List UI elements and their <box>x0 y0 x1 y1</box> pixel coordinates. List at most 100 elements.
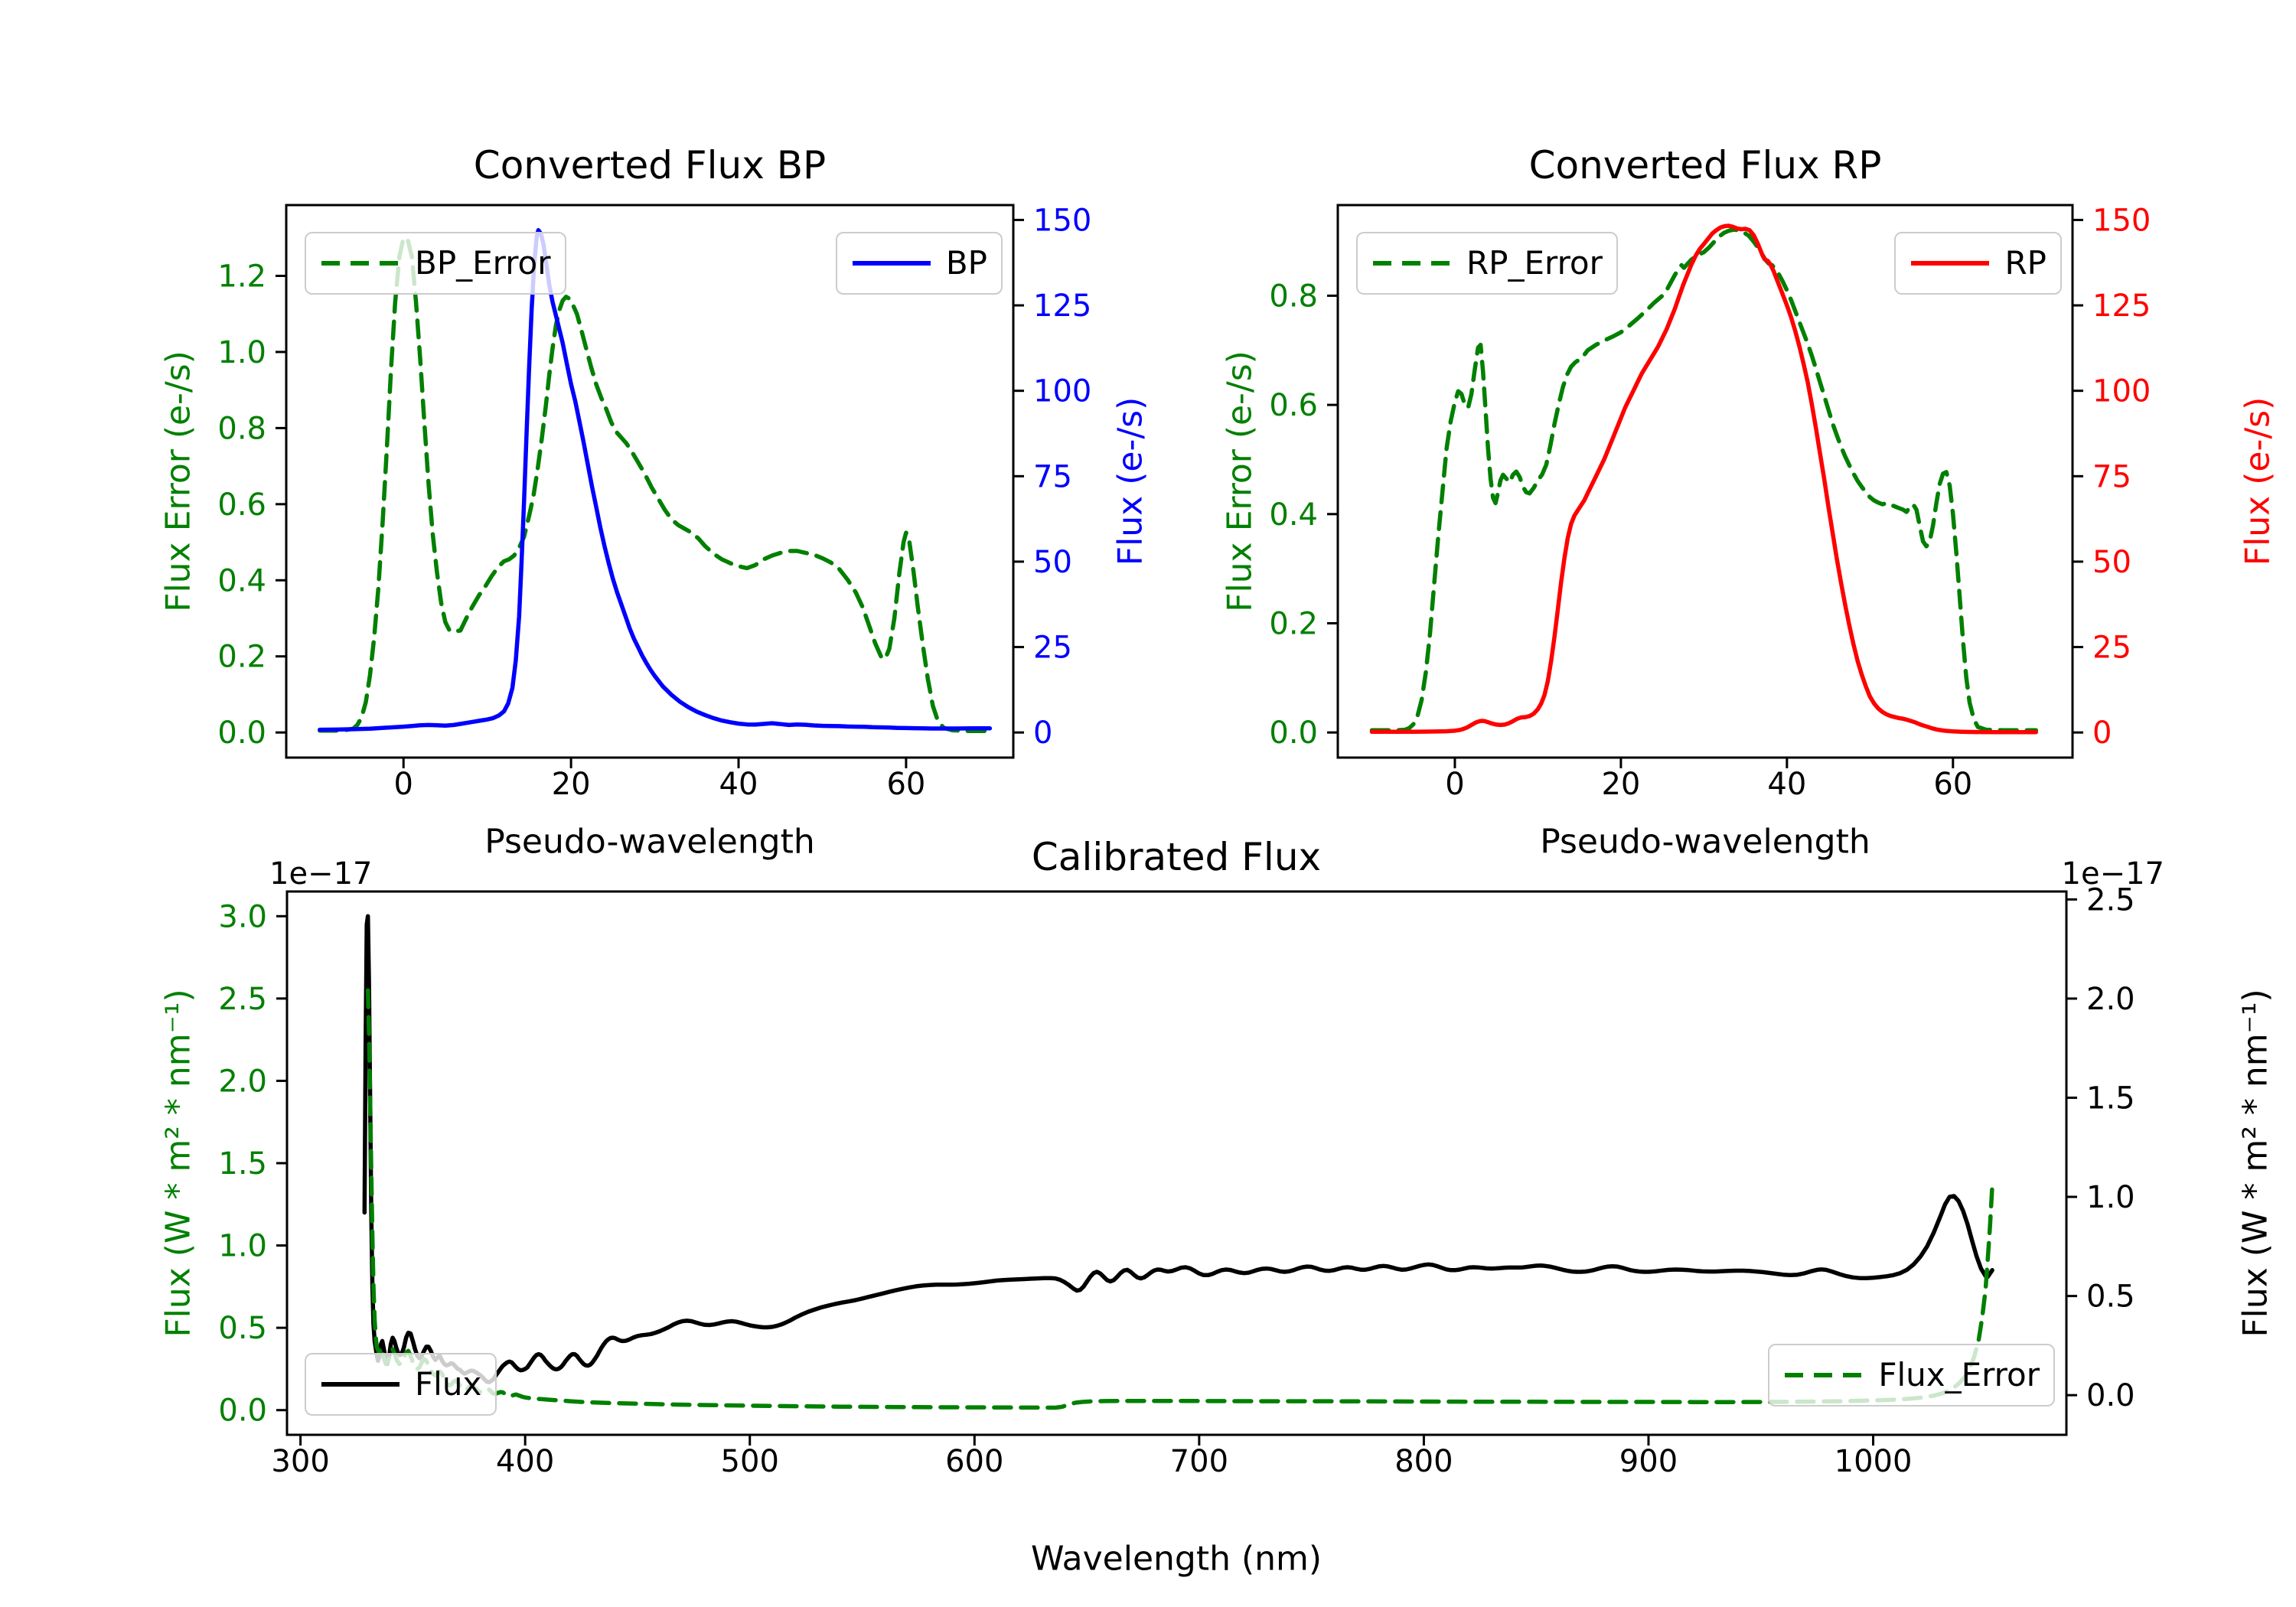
x-tick-label: 400 <box>496 1444 554 1479</box>
left-tick-label: 0.0 <box>1269 715 1318 751</box>
left-tick-label: 0.0 <box>218 1393 267 1429</box>
x-tick-label: 20 <box>552 767 591 802</box>
right-tick-label: 1.0 <box>2086 1180 2135 1215</box>
right-tick-label: 0.0 <box>2086 1378 2135 1413</box>
x-tick-label: 0 <box>393 767 413 802</box>
xlabel-rp: Pseudo-wavelength <box>1540 822 1870 862</box>
axes-spines-plot-0 <box>285 204 1015 759</box>
right-tick-label: 25 <box>2092 631 2131 666</box>
left-tick-label: 0.4 <box>1269 497 1318 533</box>
x-tick-label: 40 <box>719 767 758 802</box>
right-tick-label: 125 <box>2092 288 2151 324</box>
right-tick-label: 0 <box>2092 715 2112 751</box>
plot-title-rp: Converted Flux RP <box>1528 143 1882 187</box>
ticks-plot-1: 0 20 40 60 0.0 0.2 0.4 0.6 0.8 0 25 50 75 100 125 150 <box>1269 203 2151 802</box>
legend-line-icon <box>321 1382 400 1387</box>
x-tick-label: 20 <box>1601 767 1640 802</box>
plot-title-calibrated: Calibrated Flux <box>1031 835 1322 879</box>
legend-flux: Flux <box>305 1353 497 1416</box>
ticks-plot-0: 0 20 40 60 0.0 0.2 0.4 0.6 0.8 1.0 1.2 0 25 50 75 100 12… <box>217 203 1091 802</box>
curves-plot-2 <box>362 914 1994 1410</box>
left-tick-label: 0.4 <box>217 563 266 598</box>
right-tick-label: 75 <box>2092 459 2131 494</box>
x-tick-label: 600 <box>945 1444 1003 1479</box>
plot-title-bp: Converted Flux BP <box>473 143 827 187</box>
legend-line-icon <box>321 261 400 266</box>
left-tick-label: 0.0 <box>217 715 266 751</box>
left-tick-label: 0.6 <box>217 487 266 523</box>
offset-text-left: 1e−17 <box>269 856 373 892</box>
ylabel-rp-error: Flux Error (e-/s) <box>1220 350 1260 612</box>
right-tick-label: 100 <box>2092 374 2151 409</box>
x-tick-label: 1000 <box>1835 1444 1913 1479</box>
flux-error-curve <box>365 988 1994 1410</box>
x-tick-label: 300 <box>271 1444 329 1479</box>
x-tick-label: 800 <box>1394 1444 1453 1479</box>
left-tick-label: 1.0 <box>218 1229 267 1264</box>
right-tick-label: 75 <box>1033 459 1072 494</box>
left-tick-label: 0.8 <box>217 411 266 446</box>
legend-label: BP <box>945 244 987 282</box>
ylabel-calibrated-left: Flux (W * m² * nm⁻¹) <box>158 989 198 1338</box>
ylabel-bp-error: Flux Error (e-/s) <box>158 350 198 612</box>
legend-label: BP_Error <box>415 244 551 282</box>
legend-line-icon <box>1911 261 1990 266</box>
legend-bp-error: BP_Error <box>305 232 566 295</box>
offset-text-right: 1e−17 <box>2061 856 2164 892</box>
legend-rp: RP <box>1894 232 2062 295</box>
ylabel-rp-flux: Flux (e-/s) <box>2238 396 2278 566</box>
ylabel-calibrated-right: Flux (W * m² * nm⁻¹) <box>2236 989 2275 1338</box>
right-tick-label: 50 <box>2092 545 2131 580</box>
flux-curve <box>362 914 1994 1384</box>
x-tick-label: 60 <box>1933 767 1972 802</box>
xlabel-calibrated: Wavelength (nm) <box>1030 1539 1322 1579</box>
right-tick-label: 150 <box>2092 203 2151 238</box>
left-tick-label: 0.6 <box>1269 388 1318 423</box>
left-tick-label: 0.8 <box>1269 279 1318 314</box>
legend-line-icon <box>1785 1373 1864 1378</box>
right-tick-label: 50 <box>1033 545 1072 580</box>
left-tick-label: 0.2 <box>1269 606 1318 641</box>
left-tick-label: 0.5 <box>218 1311 267 1346</box>
right-tick-label: 125 <box>1033 288 1091 324</box>
left-tick-label: 3.0 <box>218 899 267 934</box>
x-tick-label: 0 <box>1445 767 1464 802</box>
x-tick-label: 700 <box>1170 1444 1228 1479</box>
legend-label: RP <box>2004 244 2047 282</box>
legend-label: Flux <box>415 1365 482 1403</box>
curves-plot-1 <box>1369 223 2039 735</box>
x-tick-label: 900 <box>1619 1444 1678 1479</box>
x-tick-label: 40 <box>1767 767 1806 802</box>
legend-line-icon <box>852 261 931 266</box>
x-tick-label: 500 <box>721 1444 779 1479</box>
legend-label: Flux_Error <box>1878 1356 2040 1393</box>
left-tick-label: 0.2 <box>217 640 266 675</box>
left-tick-label: 2.5 <box>218 982 267 1017</box>
bp-error-curve <box>318 236 993 733</box>
right-tick-label: 25 <box>1033 631 1072 666</box>
right-tick-label: 150 <box>1033 203 1091 238</box>
left-tick-label: 1.0 <box>217 335 266 370</box>
right-tick-label: 1.5 <box>2086 1081 2135 1116</box>
right-tick-label: 2.0 <box>2086 982 2135 1017</box>
left-tick-label: 1.5 <box>218 1146 267 1182</box>
bp-curve <box>318 228 993 732</box>
right-tick-label: 2.5 <box>2086 882 2135 918</box>
left-tick-label: 2.0 <box>218 1064 267 1099</box>
legend-rp-error: RP_Error <box>1356 232 1618 295</box>
ylabel-bp-flux: Flux (e-/s) <box>1110 396 1150 566</box>
rp-curve <box>1369 223 2039 735</box>
left-tick-label: 1.2 <box>217 259 266 294</box>
legend-line-icon <box>1373 261 1451 266</box>
legend-bp: BP <box>835 232 1003 295</box>
axes-spines-plot-1 <box>1336 204 2074 759</box>
x-tick-label: 60 <box>886 767 925 802</box>
rp-error-curve <box>1369 227 2039 733</box>
right-tick-label: 0 <box>1033 715 1052 751</box>
right-tick-label: 100 <box>1033 374 1091 409</box>
legend-label: RP_Error <box>1466 244 1603 282</box>
right-tick-label: 0.5 <box>2086 1279 2135 1315</box>
xlabel-bp: Pseudo-wavelength <box>484 822 815 862</box>
